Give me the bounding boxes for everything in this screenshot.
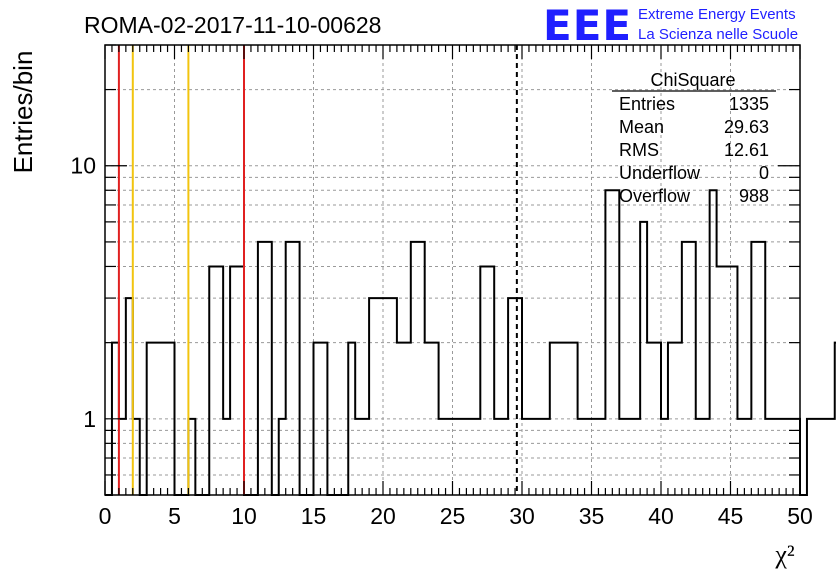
stats-row-value: 1335	[729, 94, 769, 114]
x-tick-label: 10	[231, 503, 257, 529]
grid	[105, 44, 800, 495]
stats-row-label: Mean	[619, 117, 664, 137]
x-tick-label: 15	[301, 503, 327, 529]
eee-logo-line2: La Scienza nelle Scuole	[638, 26, 798, 43]
axis-ticks: 0 5 10 15 20 25 30 35 40 45 50 1 10	[70, 44, 813, 529]
x-tick-label: 25	[440, 503, 466, 529]
x-tick-label: 45	[718, 503, 744, 529]
stats-row-label: Underflow	[619, 163, 701, 183]
eee-logo-mark: EEE	[543, 1, 632, 50]
stats-row-label: Overflow	[619, 186, 691, 206]
y-tick-label: 10	[70, 153, 96, 179]
x-tick-label: 5	[168, 503, 181, 529]
y-axis-label: Entries/bin	[8, 51, 38, 174]
stats-row-label: Entries	[619, 94, 675, 114]
x-tick-label: 0	[99, 503, 112, 529]
x-axis-label: χ²	[774, 540, 795, 569]
stats-row-value: 988	[739, 186, 769, 206]
stats-row-value: 29.63	[724, 117, 769, 137]
eee-logo: EEE Extreme Energy Events La Scienza nel…	[543, 1, 798, 50]
stats-title: ChiSquare	[650, 70, 735, 90]
x-tick-label: 50	[787, 503, 813, 529]
stats-box: ChiSquare Entries 1335 Mean 29.63 RMS 12.61 Un…	[612, 70, 776, 206]
y-tick-label: 1	[83, 406, 96, 432]
stats-row-value: 0	[759, 163, 769, 183]
x-tick-label: 35	[579, 503, 605, 529]
x-tick-label: 30	[509, 503, 535, 529]
x-tick-label: 20	[370, 503, 396, 529]
chart-title: ROMA-02-2017-11-10-00628	[84, 12, 381, 38]
stats-row-label: RMS	[619, 140, 659, 160]
reference-lines	[117, 45, 518, 495]
histogram-outline	[105, 189, 836, 496]
x-tick-label: 40	[648, 503, 674, 529]
stats-row-value: 12.61	[724, 140, 769, 160]
eee-logo-line1: Extreme Energy Events	[638, 6, 796, 23]
